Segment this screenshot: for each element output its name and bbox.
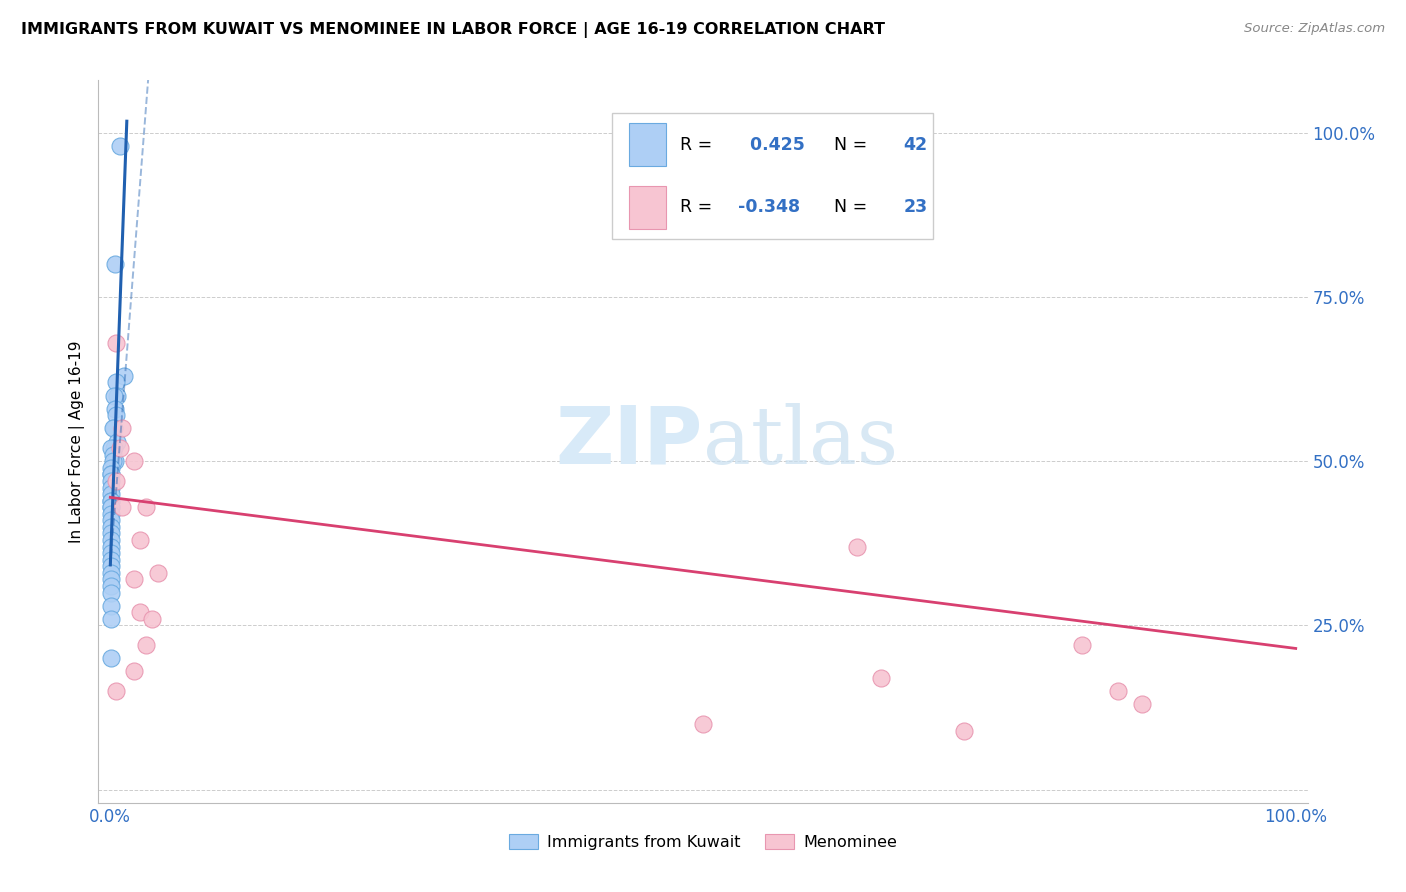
Point — [100, 651, 122, 665]
Text: IMMIGRANTS FROM KUWAIT VS MENOMINEE IN LABOR FORCE | AGE 16-19 CORRELATION CHART: IMMIGRANTS FROM KUWAIT VS MENOMINEE IN L… — [21, 22, 886, 38]
Point — [104, 454, 127, 468]
Point — [1107, 684, 1129, 698]
Point — [105, 388, 128, 402]
Point — [100, 540, 122, 554]
Point — [104, 257, 127, 271]
Point — [100, 526, 122, 541]
Point — [105, 376, 128, 390]
Point — [101, 421, 124, 435]
Point — [100, 546, 122, 560]
Point — [1130, 698, 1153, 712]
Point — [100, 559, 122, 574]
Text: 42: 42 — [904, 136, 928, 153]
Point — [135, 638, 157, 652]
Point — [100, 579, 122, 593]
Point — [101, 454, 124, 468]
Point — [104, 401, 127, 416]
Point — [1071, 638, 1094, 652]
Point — [100, 553, 122, 567]
Text: N =: N = — [823, 198, 873, 217]
Point — [952, 723, 974, 738]
Point — [869, 671, 891, 685]
Point — [100, 533, 122, 547]
Text: N =: N = — [823, 136, 873, 153]
Point — [141, 612, 163, 626]
Point — [101, 448, 124, 462]
Point — [100, 507, 122, 521]
Point — [834, 211, 856, 226]
Point — [105, 336, 128, 351]
Point — [135, 500, 157, 515]
Point — [100, 513, 122, 527]
Point — [114, 368, 136, 383]
FancyBboxPatch shape — [613, 112, 932, 239]
Point — [100, 493, 122, 508]
Point — [100, 441, 122, 455]
Point — [108, 139, 131, 153]
Point — [100, 599, 122, 613]
Point — [122, 665, 145, 679]
Point — [100, 481, 122, 495]
FancyBboxPatch shape — [630, 186, 665, 229]
Text: ZIP: ZIP — [555, 402, 703, 481]
Point — [129, 605, 152, 619]
Point — [692, 717, 714, 731]
Text: R =: R = — [681, 136, 718, 153]
Point — [111, 500, 134, 515]
Point — [100, 573, 122, 587]
Point — [100, 520, 122, 534]
Point — [100, 612, 122, 626]
Point — [846, 540, 869, 554]
Point — [103, 388, 125, 402]
Point — [103, 441, 125, 455]
Point — [100, 467, 122, 482]
Legend: Immigrants from Kuwait, Menominee: Immigrants from Kuwait, Menominee — [502, 828, 904, 856]
Point — [100, 487, 122, 501]
Point — [103, 421, 125, 435]
Point — [111, 421, 134, 435]
Point — [100, 566, 122, 580]
Point — [105, 434, 128, 449]
Point — [100, 460, 122, 475]
Point — [105, 474, 128, 488]
Point — [146, 566, 169, 580]
Point — [100, 467, 122, 482]
Point — [100, 493, 122, 508]
Text: 0.425: 0.425 — [738, 136, 806, 153]
FancyBboxPatch shape — [630, 123, 665, 166]
Point — [105, 684, 128, 698]
Point — [100, 500, 122, 515]
Y-axis label: In Labor Force | Age 16-19: In Labor Force | Age 16-19 — [69, 340, 86, 543]
Text: Source: ZipAtlas.com: Source: ZipAtlas.com — [1244, 22, 1385, 36]
Point — [100, 474, 122, 488]
Text: -0.348: -0.348 — [738, 198, 800, 217]
Point — [100, 585, 122, 599]
Point — [129, 533, 152, 547]
Point — [122, 454, 145, 468]
Text: 23: 23 — [904, 198, 928, 217]
Text: R =: R = — [681, 198, 718, 217]
Text: atlas: atlas — [703, 402, 898, 481]
Point — [108, 441, 131, 455]
Point — [100, 500, 122, 515]
Point — [122, 573, 145, 587]
Point — [105, 409, 128, 423]
